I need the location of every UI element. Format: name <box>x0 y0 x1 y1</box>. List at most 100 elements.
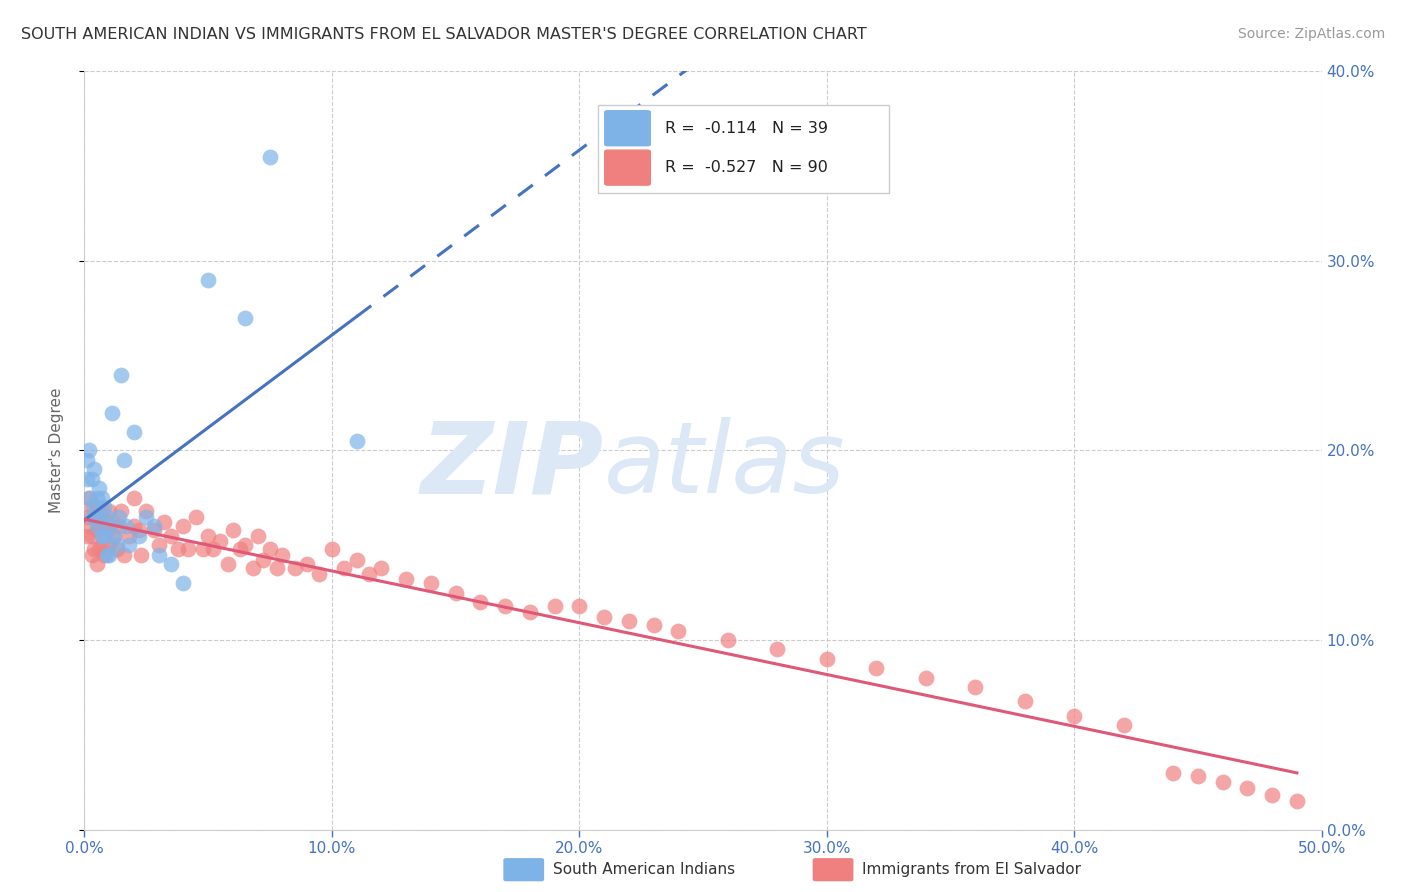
Point <box>197 273 219 287</box>
Text: Source: ZipAtlas.com: Source: ZipAtlas.com <box>1237 27 1385 41</box>
Point <box>98 504 121 518</box>
Point <box>96 523 118 537</box>
Point <box>86 500 108 515</box>
Point <box>308 566 330 581</box>
Point <box>519 605 541 619</box>
Point <box>1187 769 1209 784</box>
Point <box>815 652 838 666</box>
Point <box>246 529 269 543</box>
Point <box>79 519 101 533</box>
Point <box>222 523 245 537</box>
Point <box>494 599 516 613</box>
Point <box>76 472 98 486</box>
Point <box>110 368 132 382</box>
Point <box>148 538 170 552</box>
Point <box>100 516 122 530</box>
FancyBboxPatch shape <box>605 110 651 146</box>
Point <box>98 538 121 552</box>
Point <box>103 529 125 543</box>
Point <box>98 548 121 562</box>
Point <box>617 614 640 628</box>
Point <box>89 542 111 557</box>
Point <box>259 542 281 557</box>
Point <box>80 500 103 515</box>
FancyBboxPatch shape <box>605 150 651 186</box>
Text: South American Indians: South American Indians <box>553 863 735 877</box>
Point <box>118 538 141 552</box>
Point <box>217 557 239 572</box>
Point <box>90 529 112 543</box>
Point <box>266 561 288 575</box>
Point <box>96 509 118 524</box>
Point <box>593 610 616 624</box>
Point <box>90 538 112 552</box>
Point <box>135 504 157 518</box>
Point <box>1236 780 1258 795</box>
Point <box>177 542 200 557</box>
Point <box>152 516 174 530</box>
Point <box>543 599 565 613</box>
Point <box>122 491 145 505</box>
Point <box>172 576 194 591</box>
Point <box>79 491 101 505</box>
Point <box>1014 694 1036 708</box>
Point <box>148 548 170 562</box>
Point <box>865 661 887 675</box>
Point <box>79 443 101 458</box>
Point <box>444 585 467 599</box>
Text: R =  -0.114   N = 39: R = -0.114 N = 39 <box>665 120 828 136</box>
Point <box>202 542 225 557</box>
Point <box>346 553 368 567</box>
Point <box>172 519 194 533</box>
Point <box>80 509 103 524</box>
Point <box>142 523 165 537</box>
Point <box>284 561 307 575</box>
Point <box>197 529 219 543</box>
Point <box>333 561 356 575</box>
Point <box>167 542 190 557</box>
Point <box>666 624 689 638</box>
Point <box>100 406 122 420</box>
Point <box>252 553 274 567</box>
Point <box>229 542 252 557</box>
Point <box>643 618 665 632</box>
Point <box>112 548 135 562</box>
Point <box>96 548 118 562</box>
Point <box>160 529 183 543</box>
Point <box>122 519 145 533</box>
Point <box>395 573 418 587</box>
FancyBboxPatch shape <box>598 105 889 193</box>
Point <box>79 491 101 505</box>
Point <box>568 599 591 613</box>
Point <box>90 491 112 505</box>
Point <box>419 576 441 591</box>
Point <box>914 671 936 685</box>
Point <box>142 519 165 533</box>
Point <box>115 519 138 533</box>
Text: atlas: atlas <box>605 417 845 514</box>
Point <box>766 642 789 657</box>
Point <box>83 500 105 515</box>
Point <box>965 681 987 695</box>
Point <box>76 453 98 467</box>
Point <box>233 310 256 325</box>
Point <box>93 529 115 543</box>
Point <box>89 509 111 524</box>
Point <box>122 425 145 439</box>
Point <box>160 557 183 572</box>
Point <box>105 538 128 552</box>
Point <box>209 534 232 549</box>
Point <box>1161 765 1184 780</box>
Point <box>108 509 131 524</box>
Point <box>76 529 98 543</box>
Point <box>76 509 98 524</box>
Point <box>321 542 343 557</box>
Point <box>128 523 150 537</box>
Point <box>346 434 368 448</box>
Point <box>129 548 152 562</box>
Text: SOUTH AMERICAN INDIAN VS IMMIGRANTS FROM EL SALVADOR MASTER'S DEGREE CORRELATION: SOUTH AMERICAN INDIAN VS IMMIGRANTS FROM… <box>21 27 868 42</box>
Point <box>233 538 256 552</box>
Point <box>86 491 108 505</box>
Y-axis label: Master's Degree: Master's Degree <box>49 388 63 513</box>
Point <box>118 529 141 543</box>
